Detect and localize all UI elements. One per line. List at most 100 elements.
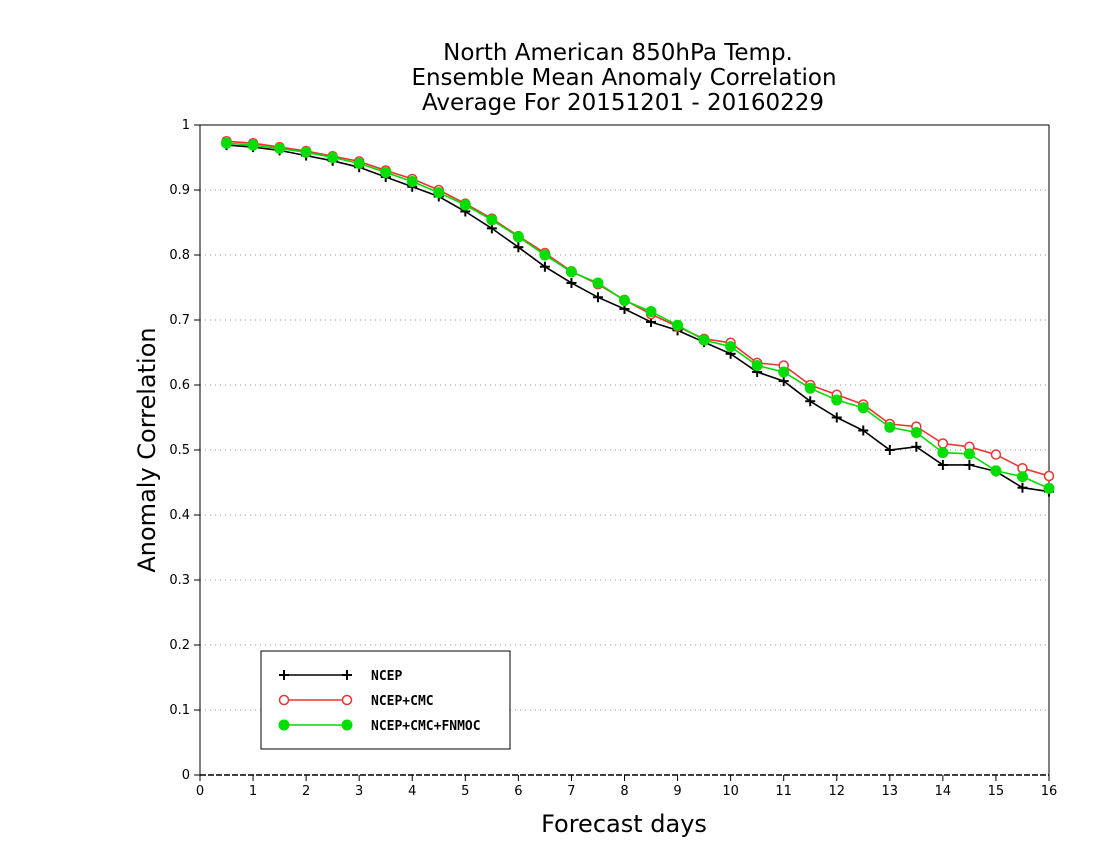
x-tick-label: 1	[249, 784, 257, 799]
data-point	[566, 277, 577, 288]
legend-item: NCEP+CMC	[278, 694, 434, 709]
data-point	[910, 426, 922, 438]
y-tick-label: 0.4	[169, 508, 190, 523]
legend-item: NCEP+CMC+FNMOC	[278, 719, 481, 734]
legend-marker	[278, 694, 290, 706]
data-point	[539, 261, 550, 272]
data-point	[778, 366, 790, 378]
data-point	[911, 441, 922, 452]
data-point	[831, 394, 843, 406]
series-1	[221, 136, 1055, 482]
legend-marker	[279, 670, 289, 680]
title-line-1: North American 850hPa Temp.	[443, 40, 793, 66]
data-point	[937, 447, 949, 459]
chart-title: North American 850hPa Temp. Ensemble Mea…	[411, 40, 836, 116]
data-point	[963, 448, 975, 460]
x-tick-label: 16	[1041, 784, 1058, 799]
data-point	[937, 459, 948, 470]
x-tick-label: 4	[408, 784, 416, 799]
data-point	[1043, 470, 1055, 482]
legend-label: NCEP	[371, 669, 402, 684]
data-point	[672, 319, 684, 331]
legend-label: NCEP+CMC	[371, 694, 434, 709]
x-tick-label: 3	[355, 784, 363, 799]
data-point	[725, 341, 737, 353]
series-layer	[221, 136, 1055, 497]
x-tick-label: 7	[567, 784, 575, 799]
data-point	[698, 334, 710, 346]
data-point	[831, 412, 842, 423]
x-tick-label: 6	[514, 784, 522, 799]
title-line-2: Ensemble Mean Anomaly Correlation	[411, 65, 836, 91]
data-point	[592, 292, 603, 303]
data-point	[513, 242, 524, 253]
data-point	[380, 166, 392, 178]
x-tick-label: 9	[673, 784, 681, 799]
x-tick-label: 8	[620, 784, 628, 799]
data-point	[751, 360, 763, 371]
x-tick-label: 0	[196, 784, 204, 799]
data-point	[300, 146, 312, 158]
x-tick-label: 15	[988, 784, 1005, 799]
legend-marker	[341, 694, 353, 706]
y-tick-label: 0.2	[169, 638, 190, 653]
x-tick-label: 13	[882, 784, 899, 799]
y-axis-label: Anomaly Correlation	[133, 327, 161, 572]
data-point	[353, 157, 365, 169]
x-tick-label: 5	[461, 784, 469, 799]
data-point	[327, 152, 339, 163]
data-point	[857, 402, 869, 414]
data-point	[247, 139, 259, 151]
data-point	[884, 421, 896, 433]
y-tick-label: 0.7	[169, 313, 190, 328]
data-point	[406, 176, 418, 188]
data-point	[486, 214, 498, 226]
legend-label: NCEP+CMC+FNMOC	[371, 719, 481, 734]
data-point	[274, 142, 286, 154]
data-point	[592, 277, 604, 289]
data-point	[990, 449, 1002, 460]
x-tick-label: 10	[722, 784, 739, 799]
data-point	[539, 249, 551, 261]
legend-marker	[341, 719, 353, 731]
data-point	[221, 137, 233, 149]
legend-marker	[278, 719, 290, 731]
x-tick-label: 14	[935, 784, 952, 799]
data-point	[778, 376, 789, 387]
data-point	[805, 396, 816, 407]
y-tick-label: 0.9	[169, 183, 190, 198]
legend-marker	[342, 670, 352, 680]
y-axis: 0 0.1 0.2 0.3 0.4 0.5 0.6 0.7 0.8 0.9 1	[169, 118, 200, 783]
data-point	[619, 295, 630, 306]
data-point	[937, 438, 949, 449]
y-tick-label: 0.1	[169, 703, 190, 718]
series-line	[226, 140, 1050, 477]
y-tick-label: 0.3	[169, 573, 190, 588]
y-tick-label: 0.5	[169, 443, 190, 458]
series-2	[221, 137, 1055, 494]
legend-item: NCEP	[279, 669, 402, 684]
data-point	[433, 187, 445, 199]
data-point	[459, 199, 471, 211]
x-axis-label: Forecast days	[541, 810, 707, 838]
data-point	[884, 445, 895, 455]
data-point	[990, 465, 1002, 477]
x-tick-label: 2	[302, 784, 310, 799]
y-tick-label: 0.6	[169, 378, 190, 393]
data-point	[964, 459, 975, 470]
x-tick-label: 12	[828, 784, 845, 799]
data-point	[804, 382, 816, 394]
y-tick-label: 1	[182, 118, 190, 133]
y-tick-label: 0.8	[169, 248, 190, 263]
data-point	[1017, 482, 1028, 493]
data-point	[858, 425, 869, 436]
data-point	[512, 231, 524, 243]
y-tick-label: 0	[182, 768, 190, 783]
legend: NCEP NCEP+CMC NCEP+CMC+FNMOC	[260, 650, 511, 750]
x-axis: 0 1 2 3 4 5 6 7 8 9 10 11 12 13 14 15 16	[196, 775, 1057, 799]
data-point	[1043, 482, 1055, 494]
x-tick-label: 11	[775, 784, 792, 799]
title-line-3: Average For 20151201 - 20160229	[422, 90, 824, 116]
data-point	[565, 266, 577, 278]
